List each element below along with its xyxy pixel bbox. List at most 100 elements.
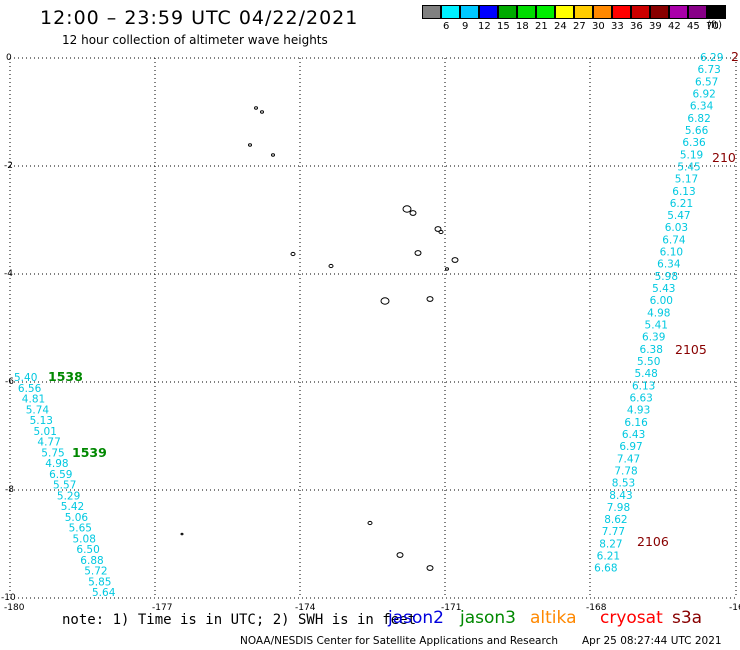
y-tick-label: -8 [5,485,14,495]
swh-value-left: 5.40 [14,372,37,384]
legend-swatch [650,5,669,19]
track-time-label: 1539 [72,445,107,460]
footer-credit: NOAA/NESDIS Center for Satellite Applica… [240,635,558,647]
track-time-label: 2105 [675,342,707,357]
legend-swatch [688,5,707,19]
legend-label: 70 [706,21,719,32]
y-tick-label: -10 [1,593,16,603]
swh-value-left: 4.81 [22,394,45,406]
swh-value-right: 8.53 [612,478,635,490]
swh-value-right: 5.19 [680,149,703,161]
swh-value-right: 6.21 [597,551,620,563]
legend-swatch [555,5,574,19]
swh-value-right: 6.29 [700,52,723,64]
swh-value-right: 7.77 [602,526,625,538]
legend-label: 33 [611,21,624,32]
island-outline [367,520,373,526]
swh-value-right: 6.63 [629,392,652,404]
legend-swatch [669,5,688,19]
swh-value-left: 5.75 [41,447,64,459]
swh-value-right: 8.27 [599,538,622,550]
y-tick-label: 0 [6,53,12,63]
legend-swatch [422,5,441,19]
swh-value-right: 6.38 [640,344,663,356]
legend-label: 30 [592,21,605,32]
swh-value-right: 6.73 [697,64,720,76]
island-outline [445,267,449,271]
swh-value-right: 5.43 [652,283,675,295]
legend-swatch [441,5,460,19]
legend-swatch [593,5,612,19]
legend-label: 24 [554,21,567,32]
island-outline [438,229,444,235]
island-outline [290,251,296,257]
legend-swatch [517,5,536,19]
swh-value-right: 6.97 [619,441,642,453]
swh-value-right: 5.98 [655,271,678,283]
track-time-label: 2106 [637,534,669,549]
x-tick-label: -174 [295,603,316,613]
island-outline [434,226,442,232]
island-outline [254,106,258,110]
swh-value-right: 6.57 [695,76,718,88]
swh-value-left: 4.77 [37,437,60,449]
swh-value-left: 5.13 [30,415,53,427]
legend-swatch [536,5,555,19]
legend-label: 6 [443,21,450,32]
island-outline [451,257,459,263]
legend-swatch [460,5,479,19]
track-time-label: 210 [712,150,736,165]
island-outline [426,565,434,571]
swh-value-right: 7.47 [617,453,640,465]
legend-swatch [574,5,593,19]
legend-label: 18 [516,21,529,32]
legend-unit: (ft) [707,20,723,31]
swh-value-right: 6.21 [670,198,693,210]
satellite-name: jason3 [460,608,516,628]
swh-value-left: 5.08 [73,533,96,545]
legend-label: 39 [649,21,662,32]
island-outline [426,296,434,302]
swh-value-right: 4.93 [627,405,650,417]
legend-swatch [498,5,517,19]
swh-value-right: 7.78 [614,465,637,477]
swh-value-right: 6.36 [682,137,706,149]
swh-value-right: 6.13 [632,380,655,392]
island-outline [260,110,264,114]
map-subtitle: 12 hour collection of altimeter wave hei… [62,33,328,47]
y-tick-label: -4 [4,269,13,279]
swh-value-left: 5.65 [69,523,92,535]
swh-value-right: 5.41 [645,320,668,332]
swh-value-right: 5.45 [677,161,700,173]
satellite-name: jason2 [388,608,444,628]
y-tick-label: -2 [4,161,13,171]
swh-value-right: 7.98 [607,502,630,514]
swh-value-right: 6.00 [650,295,673,307]
island-outline [328,263,334,269]
satellite-name: altika [530,608,577,628]
legend-label: 15 [497,21,510,32]
x-tick-label: -177 [152,603,172,613]
island-outline [271,153,275,157]
swh-value-right: 6.74 [662,234,686,246]
island-outline [414,250,422,256]
satellite-name: cryosat [600,608,663,628]
swh-value-right: 6.34 [690,101,714,113]
legend-label: 12 [478,21,491,32]
swh-value-left: 5.74 [26,404,50,416]
x-tick-label: -16 [729,603,740,613]
swh-value-left: 5.57 [53,480,76,492]
footer-note: note: 1) Time is in UTC; 2) SWH is in fe… [62,612,417,628]
x-tick-label: -171 [441,603,461,613]
track-time-label: 1538 [48,369,83,384]
swh-value-right: 6.68 [594,563,617,575]
swh-value-right: 8.62 [604,514,627,526]
island-outline [402,205,412,213]
swh-value-right: 6.82 [687,113,710,125]
swh-value-right: 5.17 [675,174,698,186]
swh-value-left: 6.56 [18,383,42,395]
swh-value-left: 4.98 [45,458,68,470]
legend-swatch [707,5,726,19]
swh-value-left: 5.29 [57,490,80,502]
